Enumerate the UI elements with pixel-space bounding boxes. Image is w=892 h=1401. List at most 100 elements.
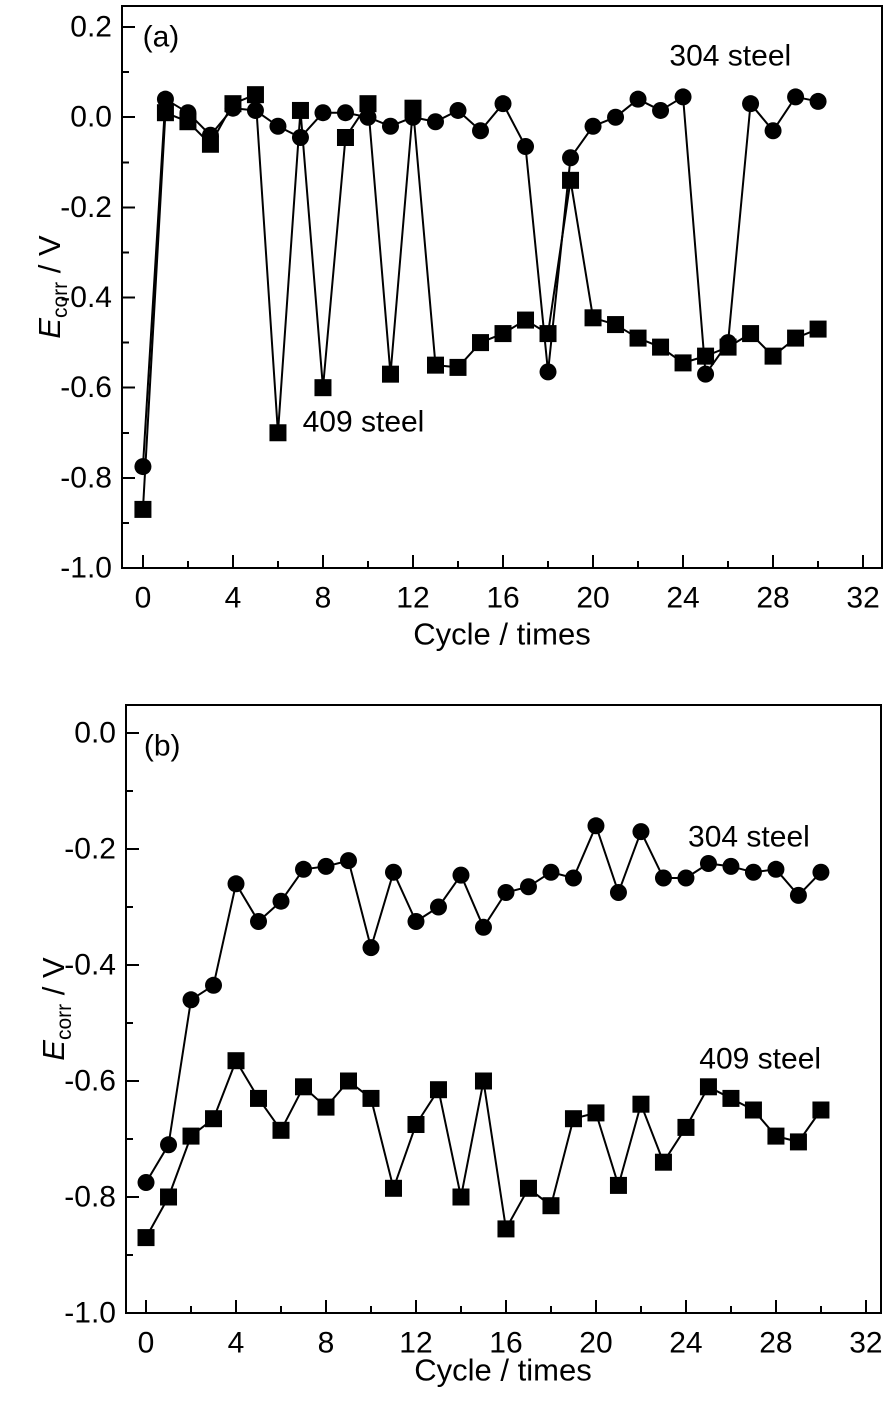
panel-a-series-304-steel-point bbox=[291, 128, 309, 146]
x-tick-label: 8 bbox=[318, 1327, 335, 1360]
panel-a-series-409-steel-point bbox=[179, 113, 197, 131]
y-tick-label: -0.6 bbox=[64, 1065, 116, 1098]
panel-b-series-409-steel-point bbox=[812, 1101, 830, 1119]
y-tick-label: 0.0 bbox=[70, 101, 112, 134]
y-axis-suffix: / V bbox=[36, 957, 71, 1004]
panel-a-series-304-steel-point bbox=[562, 149, 580, 167]
panel-b-series-304-steel-point bbox=[632, 823, 650, 841]
series-label-409-steel: 409 steel bbox=[303, 405, 425, 438]
panel-b-series-409-steel-point bbox=[227, 1052, 245, 1070]
panel-b-series-409-steel-point bbox=[632, 1095, 650, 1113]
panel-a-series-304-steel-point bbox=[426, 113, 444, 131]
panel-a-series-304-steel-point bbox=[269, 117, 287, 135]
panel-b-series-409-steel-point bbox=[182, 1127, 200, 1145]
x-tick-label: 20 bbox=[576, 582, 609, 615]
panel-b-series-304-steel-point bbox=[497, 884, 515, 902]
panel-a-series-304-steel-point bbox=[381, 117, 399, 135]
panel-a-series-304-steel-point bbox=[539, 363, 557, 381]
panel-b-series-304-steel-point bbox=[407, 913, 425, 931]
y-tick-label: -0.2 bbox=[64, 833, 116, 866]
panel-a-series-409-steel-point bbox=[134, 500, 152, 518]
panel-b-series-304-steel-point bbox=[767, 860, 785, 878]
panel-a-series-409-steel-point bbox=[562, 171, 580, 189]
panel-a-series-304-steel-point bbox=[246, 101, 264, 119]
panel-b-series-409-steel-point bbox=[474, 1072, 492, 1090]
panel-b-series-304-steel-point bbox=[429, 898, 447, 916]
panel-b-series-409-steel-point bbox=[407, 1116, 425, 1134]
x-tick-label: 32 bbox=[846, 582, 879, 615]
y-tick-label: -0.8 bbox=[64, 1181, 116, 1214]
panel-a-series-409-steel-point bbox=[809, 320, 827, 338]
panel-a-series-409-steel-point bbox=[517, 311, 535, 329]
y-axis-label: Ecorr / V bbox=[32, 235, 72, 339]
panel-b-series-304-steel-point bbox=[677, 869, 695, 887]
panel-a-series-409-steel-point bbox=[584, 309, 602, 327]
panel-a-series-304-steel-point bbox=[449, 101, 467, 119]
panel-a-series-409-steel-point bbox=[336, 128, 354, 146]
panel-a-series-409-steel-point bbox=[224, 95, 242, 113]
panel-b-series-409-steel-point bbox=[339, 1072, 357, 1090]
y-axis-subscript: corr bbox=[49, 282, 72, 318]
panel-a-series-409-steel-point bbox=[156, 104, 174, 122]
panel-b: 0 4 8 12 16 20 24 28 32 0.0 -0.2 -0.4 -0.6 -0.8 -1.0 Cy… bbox=[36, 704, 883, 1388]
y-tick-label: -0.6 bbox=[60, 371, 112, 404]
panel-b-series-304-steel-point bbox=[384, 863, 402, 881]
panel-b-series-409-steel-point bbox=[497, 1220, 515, 1238]
panel-b-series-409-steel-point bbox=[317, 1098, 335, 1116]
y-axis-symbol: E bbox=[32, 318, 67, 339]
y-tick-label: 0.2 bbox=[70, 11, 112, 44]
panel-a-series-304-steel-line bbox=[141, 95, 819, 467]
panel-b-series-304-steel-point bbox=[699, 855, 717, 873]
series-label-304-steel: 304 steel bbox=[669, 39, 791, 72]
panel-b-series-304-steel-point bbox=[452, 866, 470, 884]
panel-a-series-304-steel-point bbox=[607, 108, 625, 126]
panel-a-series-304-steel-point bbox=[697, 365, 715, 383]
panel-a-series-304-steel-point bbox=[359, 108, 377, 126]
x-tick-label: 0 bbox=[135, 582, 152, 615]
panel-a-series-409-steel-point bbox=[629, 329, 647, 347]
panel-a-series-409-steel-point bbox=[404, 99, 422, 117]
panel-a-series-409-steel-point bbox=[607, 316, 625, 334]
panel-a-series-409-steel bbox=[134, 86, 827, 518]
panel-a-series-409-steel-point bbox=[472, 334, 490, 352]
panel-b-series-409-steel-point bbox=[362, 1089, 380, 1107]
panel-a-series-304-steel-point bbox=[156, 90, 174, 108]
panel-b-series-409-steel-point bbox=[654, 1153, 672, 1171]
panel-a-series-409-steel-point bbox=[246, 86, 264, 104]
panel-a-series-409-steel-point bbox=[742, 325, 760, 343]
y-axis-symbol: E bbox=[36, 1040, 71, 1061]
panel-a-series-304-steel-point bbox=[472, 122, 490, 140]
panel-a-frame bbox=[121, 5, 883, 569]
y-tick-label: -1.0 bbox=[60, 552, 112, 585]
panel-a-series-409-steel-point bbox=[764, 347, 782, 365]
y-axis-subscript: corr bbox=[53, 1004, 76, 1040]
panel-b-series-304-steel-point bbox=[587, 817, 605, 835]
panel-a-series-409-steel-line bbox=[141, 93, 819, 510]
panel-a-series-304-steel-point bbox=[517, 138, 535, 156]
panel-a-series-304-steel-point bbox=[674, 88, 692, 106]
panel-a-series-304-steel-point bbox=[787, 88, 805, 106]
x-tick-label: 24 bbox=[666, 582, 699, 615]
x-tick-label: 8 bbox=[315, 582, 332, 615]
panel-b-series-304-steel-point bbox=[160, 1136, 178, 1154]
panel-b-series-409-steel bbox=[137, 1052, 830, 1247]
panel-b-series-409-steel-point bbox=[699, 1078, 717, 1096]
panel-b-series-304-steel-point bbox=[654, 869, 672, 887]
panel-b-series-409-steel-point bbox=[564, 1110, 582, 1128]
panel-b-series-409-steel-point bbox=[722, 1089, 740, 1107]
panel-letter: (b) bbox=[144, 729, 181, 762]
y-tick-label: -0.8 bbox=[60, 461, 112, 494]
panel-b-series-304-steel-point bbox=[137, 1174, 155, 1192]
panel-a-series-304-steel-point bbox=[134, 458, 152, 476]
panel-b-series-409-steel-point bbox=[452, 1188, 470, 1206]
panel-b-series-304-steel-point bbox=[272, 892, 290, 910]
panel-a-series-409-steel-point bbox=[291, 101, 309, 119]
panel-a-series-409-steel-point bbox=[674, 354, 692, 372]
panel-a-series-304-steel-point bbox=[809, 92, 827, 110]
panel-b-series-304-steel-point bbox=[362, 939, 380, 957]
panel-b-series-409-steel-point bbox=[160, 1188, 178, 1206]
x-axis-label: Cycle / times bbox=[413, 617, 590, 652]
x-tick-label: 16 bbox=[486, 582, 519, 615]
panel-b-series-409-steel-point bbox=[429, 1081, 447, 1099]
panel-b-series-409-steel-point bbox=[137, 1229, 155, 1247]
